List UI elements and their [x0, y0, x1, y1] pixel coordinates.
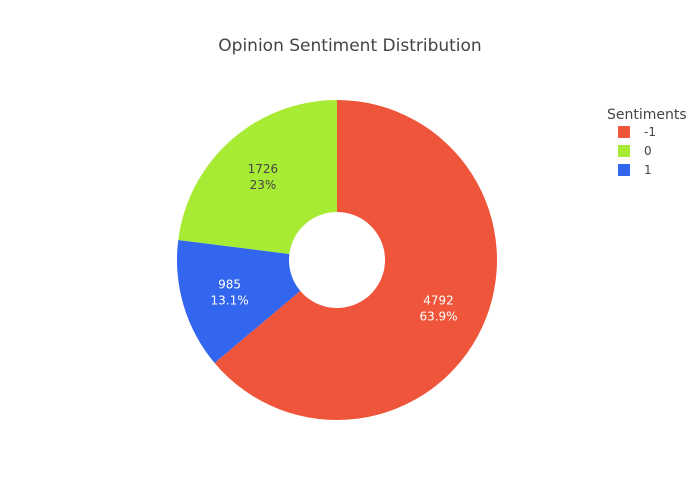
legend-swatch — [618, 126, 630, 138]
legend-item--1[interactable]: -1 — [618, 125, 656, 139]
legend-item-0[interactable]: 0 — [618, 144, 652, 158]
pie-slices — [177, 100, 497, 420]
legend-items: -1 0 1 — [618, 125, 656, 177]
legend-swatch — [618, 164, 630, 176]
slice-percent-label: 63.9% — [419, 309, 457, 323]
legend: Sentiments -1 0 1 — [607, 107, 687, 177]
slice-value-label: 985 — [218, 278, 241, 292]
chart-title: Opinion Sentiment Distribution — [218, 36, 481, 56]
legend-title: Sentiments — [607, 107, 687, 123]
legend-label: 0 — [644, 144, 652, 158]
slice-percent-label: 13.1% — [211, 294, 249, 308]
legend-item-1[interactable]: 1 — [618, 163, 652, 177]
pie-slice-0[interactable] — [178, 100, 337, 254]
legend-swatch — [618, 145, 630, 157]
legend-label: 1 — [644, 163, 652, 177]
slice-percent-label: 23% — [250, 178, 277, 192]
pie-slice-1[interactable] — [177, 239, 301, 364]
legend-label: -1 — [644, 125, 656, 139]
pie-labels: 4792 63.9% 985 13.1% 1726 23% — [211, 162, 458, 323]
pie-slice--1[interactable] — [214, 100, 497, 420]
slice-value-label: 4792 — [423, 293, 454, 307]
slice-value-label: 1726 — [248, 162, 279, 176]
